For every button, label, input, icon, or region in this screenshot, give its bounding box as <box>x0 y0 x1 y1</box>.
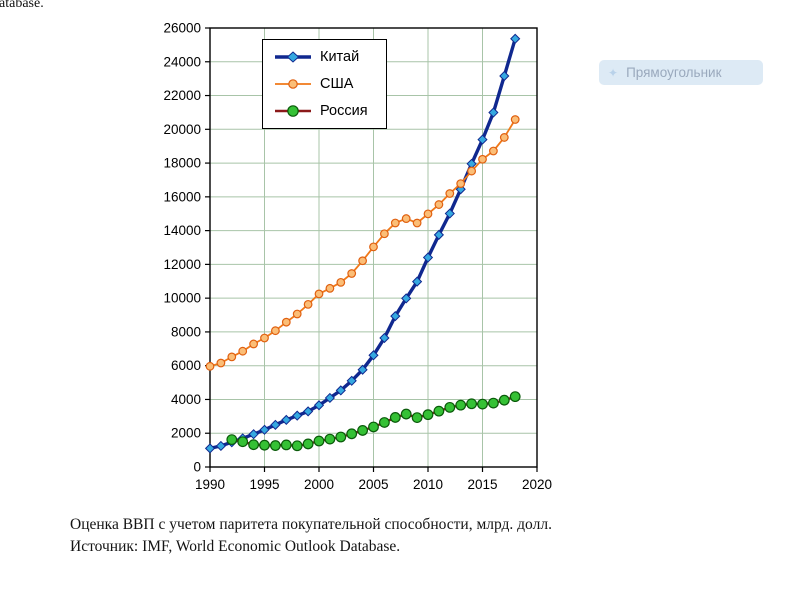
chart-legend: Китай США Россия <box>262 39 387 129</box>
cropped-page-text: atabase. <box>0 0 44 11</box>
svg-text:2010: 2010 <box>413 477 443 492</box>
svg-text:4000: 4000 <box>171 392 201 407</box>
svg-text:20000: 20000 <box>163 122 201 137</box>
svg-text:14000: 14000 <box>163 223 201 238</box>
svg-text:2000: 2000 <box>171 426 201 441</box>
svg-text:24000: 24000 <box>163 54 201 69</box>
svg-text:0: 0 <box>193 460 201 475</box>
svg-text:16000: 16000 <box>163 189 201 204</box>
legend-item-usa: США <box>273 76 368 92</box>
legend-item-russia: Россия <box>273 103 368 119</box>
svg-text:2020: 2020 <box>522 477 552 492</box>
svg-text:2015: 2015 <box>467 477 497 492</box>
svg-text:2000: 2000 <box>304 477 334 492</box>
usa-line-sample-icon <box>275 79 311 89</box>
svg-text:2005: 2005 <box>358 477 388 492</box>
rectangle-shape-label: Прямоугольник <box>626 65 722 80</box>
svg-text:1995: 1995 <box>249 477 279 492</box>
svg-text:10000: 10000 <box>163 291 201 306</box>
svg-text:22000: 22000 <box>163 88 201 103</box>
rectangle-shape-tooltip[interactable]: ✦ Прямоугольник <box>599 60 763 85</box>
legend-label-russia: Россия <box>320 103 368 119</box>
svg-text:1990: 1990 <box>195 477 225 492</box>
svg-text:6000: 6000 <box>171 358 201 373</box>
shape-icon: ✦ <box>608 65 619 80</box>
figure-caption: Оценка ВВП с учетом паритета покупательн… <box>70 516 552 556</box>
legend-label-china: Китай <box>320 49 360 65</box>
russia-line-sample-icon <box>275 105 311 117</box>
gdp-ppp-chart: 1990 1995 2000 2005 2010 2015 2020 0 2000 4000 600… <box>152 8 562 508</box>
svg-text:8000: 8000 <box>171 324 201 339</box>
svg-text:12000: 12000 <box>163 257 201 272</box>
china-line-sample-icon <box>275 51 311 63</box>
legend-label-usa: США <box>320 76 354 92</box>
svg-text:18000: 18000 <box>163 156 201 171</box>
legend-item-china: Китай <box>273 49 368 65</box>
svg-text:26000: 26000 <box>163 21 201 36</box>
plot-area: 1990 1995 2000 2005 2010 2015 2020 0 2000 4000 600… <box>163 21 552 493</box>
